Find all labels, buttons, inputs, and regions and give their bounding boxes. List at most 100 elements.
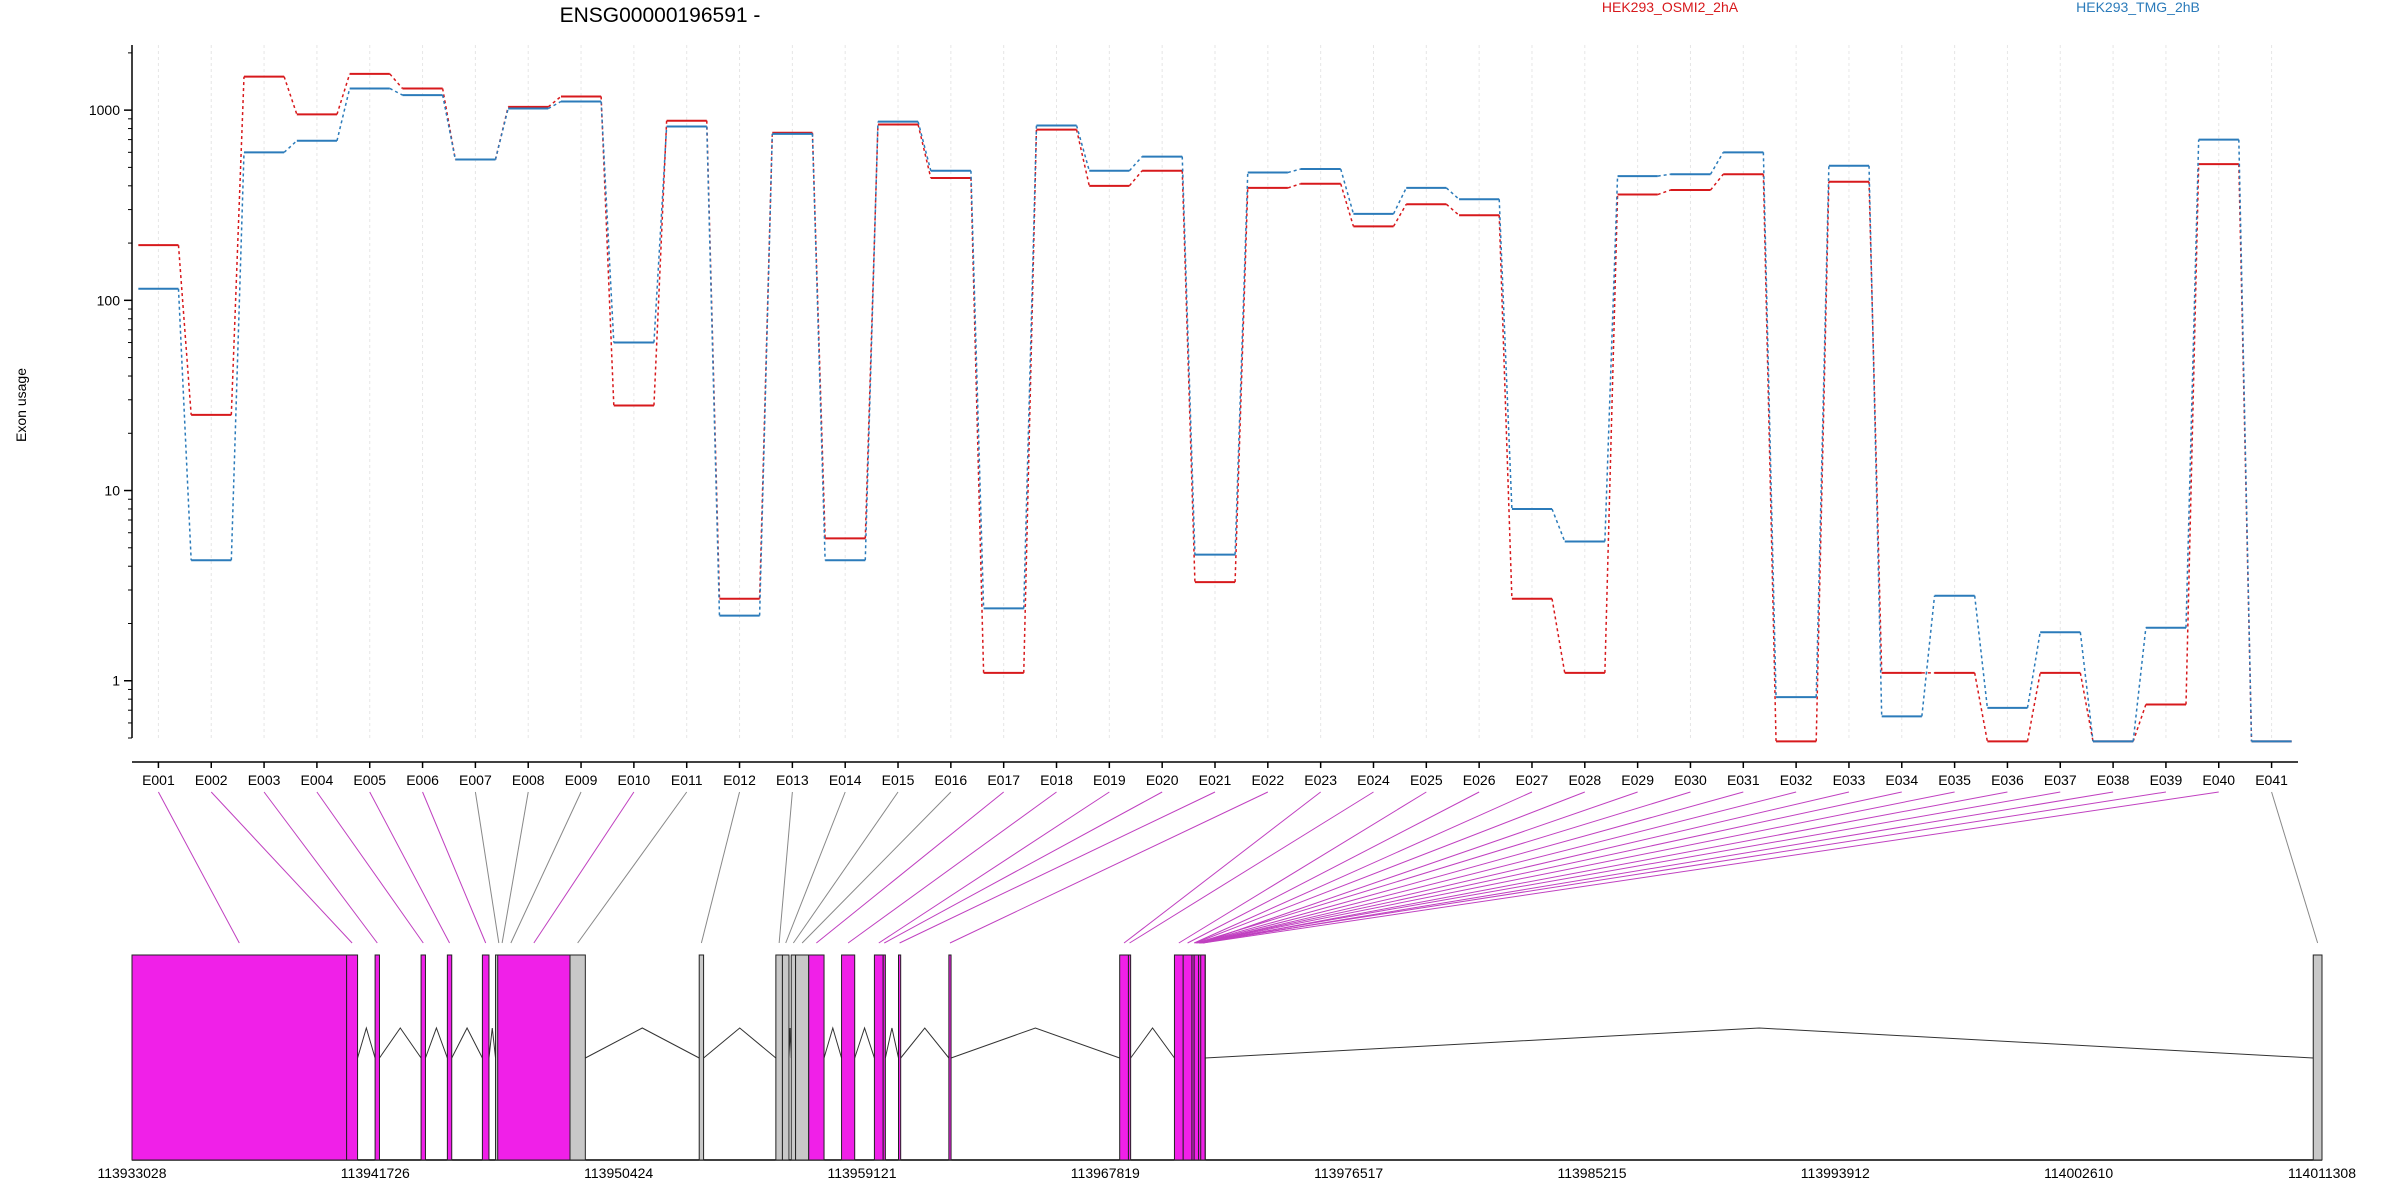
series-connector [1868, 165, 1883, 717]
series-connector [917, 124, 932, 179]
x-tick-label: E034 [1885, 772, 1918, 788]
x-tick-label: E008 [512, 772, 545, 788]
exon-connector [510, 791, 582, 944]
exon-block [898, 954, 902, 1161]
chart-title: ENSG00000196591 - [560, 4, 761, 27]
series-b [138, 87, 2292, 743]
exon-block [882, 954, 886, 1161]
intron-line [854, 1026, 875, 1059]
series-connector [389, 73, 404, 89]
y-tick-label: 100 [97, 292, 121, 308]
exon-block [1182, 954, 1193, 1161]
exon-block [948, 954, 952, 1161]
series-connector [864, 121, 879, 561]
exon-connector [1195, 791, 1585, 944]
exon-block [131, 954, 348, 1161]
series-connector [1023, 125, 1038, 609]
series-connector [2185, 164, 2200, 705]
exon-connector [1196, 791, 1691, 944]
exon-connector [577, 791, 688, 944]
series-connector [336, 88, 351, 141]
intron-line [451, 1026, 483, 1059]
series-connector [917, 121, 932, 171]
series-connector [600, 101, 615, 343]
series-connector [600, 96, 615, 406]
exon-connector [1201, 791, 2114, 944]
series-connector [336, 73, 351, 115]
intron-line [884, 1027, 899, 1059]
x-tick-label: E005 [353, 772, 386, 788]
series-connector [1604, 176, 1619, 542]
exon-connector [1198, 791, 2061, 944]
exon-block [420, 954, 426, 1161]
series-connector [1921, 595, 1936, 717]
exon-block [841, 954, 856, 1161]
series-connector [1709, 151, 1724, 175]
exon-block [795, 954, 810, 1161]
series-connector [1762, 174, 1777, 742]
exon-connector [1193, 791, 1533, 944]
exon-connector [792, 791, 899, 944]
exon-block [481, 954, 490, 1161]
x-tick-label: E019 [1093, 772, 1126, 788]
intron-line [379, 1027, 422, 1059]
exon-connector [785, 791, 846, 944]
exon-block [2312, 954, 2323, 1161]
exon-connector [1202, 791, 2008, 944]
series-connector [1340, 183, 1355, 227]
x-tick-label: E022 [1251, 772, 1284, 788]
exon-connector [1196, 791, 2167, 944]
exon-connector [1202, 791, 2219, 944]
genomic-tick-label: 113959121 [827, 1165, 896, 1181]
series-connector [1287, 183, 1301, 189]
gene-model [131, 954, 2323, 1161]
x-tick-label: E011 [671, 772, 703, 788]
x-tick-label: E013 [776, 772, 809, 788]
x-tick-label: E015 [882, 772, 915, 788]
exon-connector [263, 791, 378, 944]
series-connector [1392, 203, 1407, 227]
series-connector [1604, 194, 1619, 673]
series-connector [389, 87, 403, 96]
intron-line [1205, 1027, 2314, 1059]
series-connector [2238, 139, 2253, 742]
x-axis: E001 E002 E003 E004 E005 E006 E007 E008 E009 E010… [132, 761, 2298, 788]
legend-label-series-b: HEK293_TMG_2hB [2076, 0, 2200, 15]
series-connector [1234, 172, 1249, 555]
series-connector [653, 120, 668, 406]
exon-connector [1199, 791, 1902, 944]
exon-block [374, 954, 380, 1161]
series-connector [1762, 152, 1777, 698]
series-connector [1551, 598, 1566, 673]
x-tick-label: E038 [2097, 772, 2130, 788]
genomic-tick-label: 113933028 [97, 1165, 166, 1181]
exon-block [808, 954, 825, 1161]
exon-block [781, 954, 790, 1161]
x-tick-label: E030 [1674, 772, 1707, 788]
exon-block [1127, 954, 1132, 1161]
series-connector [1445, 187, 1460, 200]
genomic-tick-label: 113985215 [1557, 1165, 1626, 1181]
series-connector [1815, 165, 1830, 698]
series-connector [547, 100, 562, 110]
exon-connector [700, 791, 741, 944]
genomic-tick-label: 113950424 [584, 1165, 653, 1181]
series-connector [1498, 215, 1513, 599]
exon-connector [501, 791, 529, 944]
x-tick-label: E020 [1146, 772, 1179, 788]
series-connector [1075, 129, 1090, 186]
series-connector [1128, 170, 1143, 187]
series-connector [1709, 173, 1724, 191]
x-tick-label: E027 [1516, 772, 1549, 788]
x-tick-label: E031 [1727, 772, 1760, 788]
series-connector [1973, 595, 1989, 708]
y-tick-label: 1 [112, 673, 120, 689]
series-connector [1445, 203, 1460, 216]
series-connector [1287, 168, 1301, 174]
exon-connector [847, 791, 1057, 944]
x-tick-label: E018 [1040, 772, 1073, 788]
exon-block [497, 954, 571, 1161]
exon-block [446, 954, 453, 1161]
x-tick-label: E017 [987, 772, 1020, 788]
x-tick-label: E041 [2255, 772, 2288, 788]
